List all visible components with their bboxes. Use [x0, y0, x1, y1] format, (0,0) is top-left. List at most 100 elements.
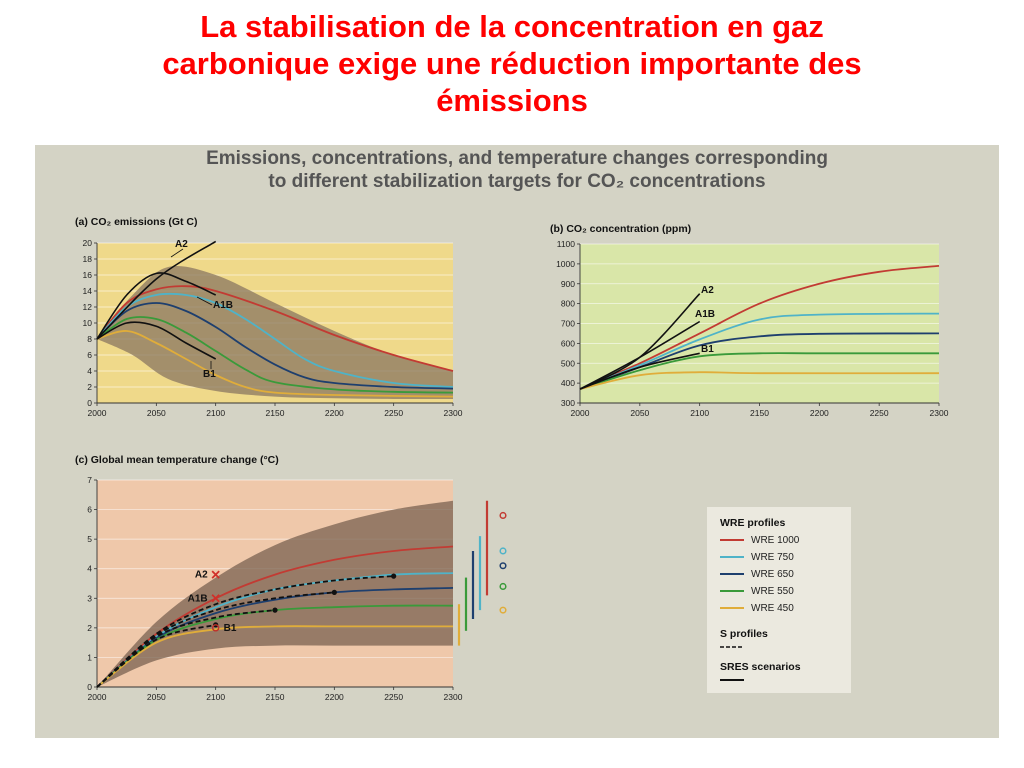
- c-marker-label-a2: A2: [195, 570, 208, 581]
- b-ytick-label: 1000: [556, 259, 575, 269]
- legend-item-wre-650: WRE 650: [751, 569, 794, 580]
- a-label-a2-leader: [170, 248, 184, 258]
- b-xtick-label: 2100: [690, 408, 709, 418]
- legend-item-wre-450: WRE 450: [751, 603, 794, 614]
- c-xtick-label: 2000: [88, 692, 107, 702]
- legend-item-wre-550: WRE 550: [751, 586, 794, 597]
- a-chart-title: (a) CO₂ emissions (Gt C): [75, 216, 198, 228]
- c-best-estimate-wre-550: [499, 582, 507, 591]
- c-marker-label-a1b: A1B: [188, 593, 208, 604]
- a-ytick-label: 18: [83, 254, 93, 264]
- figure-panel: Emissions, concentrations, and temperatu…: [35, 145, 999, 738]
- a-series-wre-550: [96, 316, 454, 394]
- c-chart-title: (c) Global mean temperature change (°C): [75, 454, 279, 466]
- b-xtick-label: 2150: [750, 408, 769, 418]
- a-label-a1b: A1B: [213, 300, 233, 311]
- b-label-b1: B1: [701, 344, 714, 355]
- c-xtick-label: 2200: [325, 692, 344, 702]
- b-series-b1: [579, 352, 700, 390]
- b-series-wre-550: [579, 352, 939, 390]
- figure-title-line-1: Emissions, concentrations, and temperatu…: [206, 148, 828, 169]
- figure-title: Emissions, concentrations, and temperatu…: [35, 147, 999, 193]
- b-ytick-label: 900: [561, 279, 575, 289]
- a-uncertainty-band: [97, 265, 453, 400]
- a-series-a1b: [96, 272, 217, 340]
- b-xtick-label: 2250: [870, 408, 889, 418]
- c-ytick-label: 4: [87, 564, 92, 574]
- c-ytick-label: 0: [87, 682, 92, 692]
- c-stabilization-point: [391, 573, 397, 579]
- b-series-wre-450: [579, 371, 940, 390]
- a-ytick-label: 12: [83, 302, 93, 312]
- legend-item-wre-1000: WRE 1000: [751, 535, 800, 546]
- c-ytick-label: 7: [87, 475, 92, 485]
- b-xtick-label: 2000: [571, 408, 590, 418]
- legend-s-header: S profiles: [720, 628, 768, 640]
- a-xtick-label: 2200: [325, 408, 344, 418]
- c-xtick-label: 2300: [444, 692, 463, 702]
- b-label-a2: A2: [701, 285, 714, 296]
- c-ytick-label: 3: [87, 593, 92, 603]
- b-ytick-label: 1100: [557, 239, 576, 249]
- a-ytick-label: 4: [87, 366, 92, 376]
- a-series-a2: [96, 240, 217, 340]
- c-series-s: [96, 624, 216, 688]
- a-ytick-label: 16: [83, 270, 93, 280]
- b-ytick-label: 500: [561, 358, 575, 368]
- a-xtick-label: 2300: [444, 408, 463, 418]
- c-best-estimate-wre-750: [499, 547, 507, 555]
- a-series-wre-650: [96, 302, 454, 390]
- c-series-wre-650: [96, 587, 454, 688]
- b-ytick-label: 800: [561, 299, 575, 309]
- b-label-a1b: A1B: [695, 309, 715, 320]
- a-ytick-label: 14: [83, 286, 93, 296]
- c-stabilization-point: [272, 607, 278, 613]
- b-xtick-label: 2200: [810, 408, 829, 418]
- a-ytick-label: 2: [87, 382, 92, 392]
- a-series-wre-750: [96, 292, 454, 388]
- c-uncertainty-band: [97, 500, 453, 687]
- figure-title-line-2: to different stabilization targets for C…: [268, 171, 766, 192]
- c-xtick-label: 2100: [206, 692, 225, 702]
- b-series-a1b: [579, 320, 701, 390]
- a-series-wre-450: [96, 330, 454, 398]
- b-ytick-label: 300: [561, 398, 575, 408]
- c-series-wre-1000: [96, 545, 454, 688]
- c-series-wre-450: [96, 625, 453, 688]
- c-best-estimate-wre-650: [499, 562, 507, 570]
- b-ytick-label: 600: [561, 338, 575, 348]
- charts-svg: (a) CO₂ emissions (Gt C)0246810121416182…: [75, 216, 949, 702]
- b-chart-title: (b) CO₂ concentration (ppm): [550, 223, 691, 235]
- a-series-b1: [96, 321, 217, 360]
- slide-title: La stabilisation de la concentration en …: [20, 8, 1004, 119]
- b-series-wre-750: [579, 312, 940, 390]
- c-ytick-label: 6: [87, 505, 92, 515]
- c-marker-a1b: [211, 594, 220, 603]
- c-ytick-label: 5: [87, 534, 92, 544]
- a-label-a1b-leader: [196, 296, 213, 306]
- c-xtick-label: 2050: [147, 692, 166, 702]
- b-ytick-label: 700: [561, 319, 575, 329]
- c-best-estimate-wre-450: [499, 606, 507, 614]
- c-marker-a2: [211, 570, 220, 579]
- a-ytick-label: 8: [87, 334, 92, 344]
- a-xtick-label: 2000: [88, 408, 107, 418]
- c-ytick-label: 1: [87, 652, 92, 662]
- c-marker-label-b1: B1: [224, 623, 237, 634]
- a-xtick-label: 2050: [147, 408, 166, 418]
- b-xtick-label: 2300: [930, 408, 949, 418]
- b-ytick-label: 400: [561, 378, 575, 388]
- slide-title-line-1: La stabilisation de la concentration en …: [200, 9, 824, 44]
- a-ytick-label: 10: [83, 318, 93, 328]
- slide-title-line-2: carbonique exige une réduction important…: [162, 46, 862, 81]
- legend-item-wre-750: WRE 750: [751, 552, 794, 563]
- c-xtick-label: 2250: [384, 692, 403, 702]
- slide-title-line-3: émissions: [436, 83, 588, 118]
- legend-wre-header: WRE profiles: [720, 517, 785, 529]
- a-label-b1: B1: [203, 369, 216, 380]
- a-xtick-label: 2150: [266, 408, 285, 418]
- legend-box: [707, 507, 851, 693]
- legend-sres-header: SRES scenarios: [720, 661, 801, 673]
- a-ytick-label: 20: [83, 238, 93, 248]
- a-xtick-label: 2250: [384, 408, 403, 418]
